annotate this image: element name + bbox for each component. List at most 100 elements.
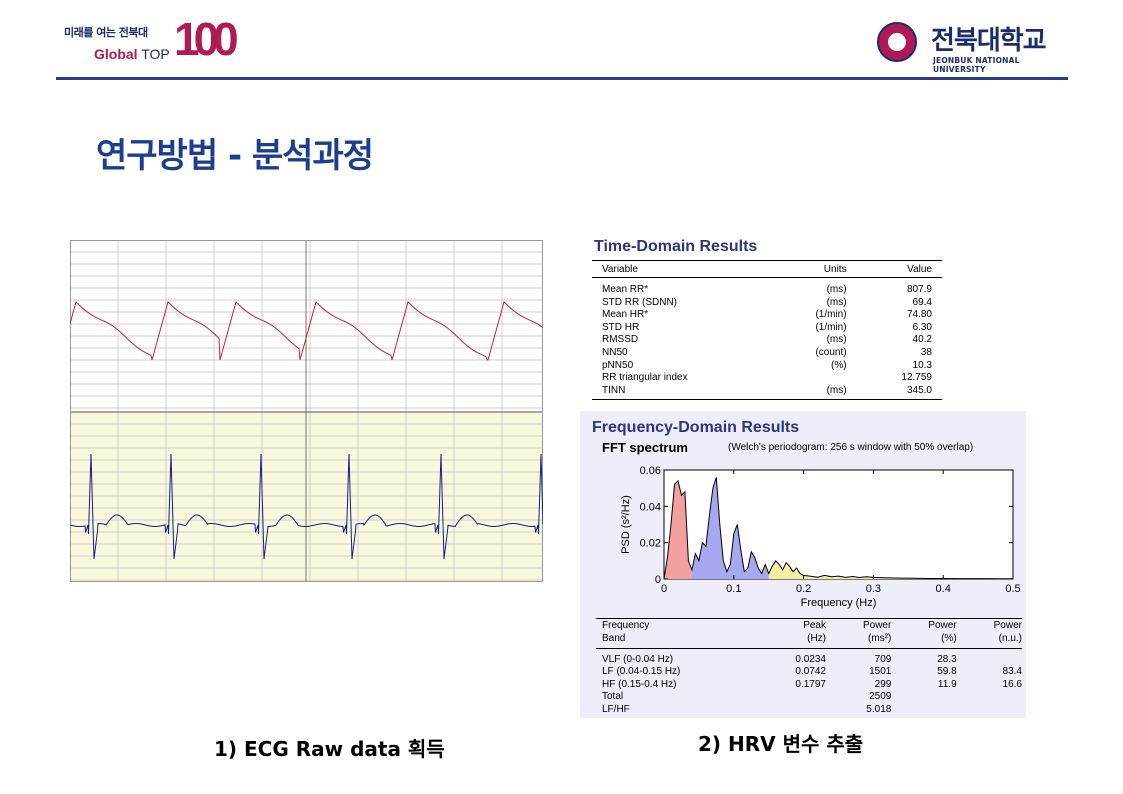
fd-col-power-nu: Power <box>956 618 1022 633</box>
fd-cell-power-nu: 16.6 <box>1002 678 1022 690</box>
time-domain-title: Time-Domain Results <box>594 238 758 255</box>
fd-col-power-pct: Power <box>891 618 957 633</box>
fd-col-band: Band <box>596 632 757 649</box>
td-cell-variable: Mean RR* <box>602 284 649 295</box>
frequency-domain-row: HF (0.15-0.4 Hz) 0.1797 299 11.9 16.6 <box>596 679 1022 691</box>
fd-cell-band: Total <box>602 691 624 703</box>
fd-header-row-2: Band (Hz) (ms²) (%) (n.u.) <box>596 632 1022 649</box>
td-cell-units: (1/min) <box>815 321 847 333</box>
time-domain-row: STD HR (1/min) 6.30 <box>592 322 942 335</box>
fd-cell-peak: 0.0742 <box>795 666 826 678</box>
time-domain-row: NN50 (count) 38 <box>592 347 942 360</box>
y-tick-label: 0.02 <box>640 538 661 550</box>
col-value: Value <box>856 260 942 278</box>
welch-note: (Welch's periodogram: 256 s window with … <box>728 442 974 453</box>
time-domain-row: Mean HR* (1/min) 74.80 <box>592 309 942 322</box>
ecg-signal-ecg <box>70 453 543 560</box>
band-vlf-area <box>664 480 692 579</box>
td-cell-units: (ms) <box>826 334 847 346</box>
ecg-border <box>70 240 543 582</box>
col-variable: Variable <box>592 260 771 278</box>
fd-cell-peak <box>756 691 826 703</box>
fd-cell-band: LF/HF <box>602 703 630 715</box>
university-name-en: JEONBUK NATIONAL UNIVERSITY <box>933 56 1020 74</box>
ecg-signal-pulse <box>70 301 543 361</box>
fd-cell-power-pct <box>891 691 956 703</box>
fd-cell-power-pct <box>891 704 956 716</box>
university-seal-icon <box>877 22 917 62</box>
logo-slogan: 미래를 여는 전북대 <box>64 26 148 39</box>
time-domain-row: STD RR (SDNN) (ms) 69.4 <box>592 297 942 310</box>
fd-header-row-1: Frequency Peak Power Power Power <box>596 618 1022 633</box>
fd-cell-power-nu <box>957 691 1022 703</box>
td-cell-units <box>770 372 856 385</box>
x-tick-label: 0.1 <box>726 583 741 595</box>
x-tick-label: 0.4 <box>936 583 951 595</box>
fd-cell-power-pct: 59.8 <box>937 666 957 678</box>
band-hf-area <box>768 560 944 579</box>
fd-cell-peak: 0.0234 <box>795 654 826 665</box>
time-domain-row: pNN50 (%) 10.3 <box>592 360 942 373</box>
td-cell-value: 10.3 <box>912 359 932 371</box>
td-cell-units: (%) <box>831 359 847 371</box>
td-cell-value: 6.30 <box>912 321 932 333</box>
td-cell-variable: RMSSD <box>602 334 639 346</box>
frequency-domain-row: LF (0.04-0.15 Hz) 0.0742 1501 59.8 83.4 <box>596 666 1022 678</box>
td-cell-variable: RR triangular index <box>602 372 688 384</box>
td-cell-value: 40.2 <box>912 334 932 346</box>
td-cell-units: (ms) <box>826 284 847 295</box>
fd-col-frequency: Frequency <box>596 618 757 633</box>
y-tick-label: 0.04 <box>640 501 661 513</box>
caption-hrv-variables: 2) HRV 변수 추출 <box>698 732 864 756</box>
td-cell-value: 69.4 <box>912 296 932 308</box>
logo-global-top: Global TOP <box>94 46 170 62</box>
y-tick-label: 0.06 <box>640 465 661 477</box>
y-axis-label: PSD (s²/Hz) <box>620 495 632 554</box>
page-title: 연구방법 - 분석과정 <box>96 136 374 176</box>
td-cell-value: 807.9 <box>906 284 932 295</box>
frequency-domain-title: Frequency-Domain Results <box>592 419 800 436</box>
fd-cell-peak <box>756 704 826 716</box>
frequency-domain-row: Total 2509 <box>596 691 1022 703</box>
fd-cell-power-ms2: 5.018 <box>866 703 892 715</box>
x-axis-label: Frequency (Hz) <box>801 597 877 609</box>
fd-cell-power-ms2: 299 <box>874 678 892 690</box>
x-tick-label: 0.3 <box>866 583 881 595</box>
td-cell-units: (ms) <box>826 296 847 308</box>
logo-number: 100 <box>174 13 239 65</box>
x-tick-label: 0.5 <box>1005 583 1020 595</box>
fft-spectrum-label: FFT spectrum <box>602 440 688 455</box>
td-cell-value: 12.759 <box>901 372 932 384</box>
time-domain-results: Time-Domain Results Variable Units Value… <box>592 238 944 401</box>
fd-col-power-ms2-unit: (ms²) <box>826 632 892 649</box>
frequency-domain-results: Frequency-Domain Results FFT spectrum (W… <box>580 411 1026 718</box>
td-cell-units: (ms) <box>770 384 857 401</box>
fd-cell-band: HF (0.15-0.4 Hz) <box>602 678 677 690</box>
fd-cell-power-nu <box>957 649 1022 667</box>
time-domain-row: RR triangular index 12.759 <box>592 372 942 385</box>
fd-cell-power-pct: 28.3 <box>937 654 957 665</box>
td-cell-units: (1/min) <box>815 309 847 321</box>
fd-cell-band: LF (0.04-0.15 Hz) <box>602 666 681 678</box>
fd-col-peak-unit: (Hz) <box>756 632 826 649</box>
time-domain-row: TINN (ms) 345.0 <box>592 384 942 401</box>
td-cell-value: 74.80 <box>906 309 932 321</box>
td-cell-variable: Mean HR* <box>602 309 649 321</box>
global-top-100-logo: 미래를 여는 전북대 Global TOP 100 <box>56 16 256 66</box>
logo-top-word: TOP <box>141 46 170 62</box>
td-cell-variable: STD RR (SDNN) <box>602 296 677 308</box>
fd-col-power-nu-unit: (n.u.) <box>956 632 1022 649</box>
time-domain-header-row: Variable Units Value <box>592 260 942 278</box>
fd-cell-power-pct: 11.9 <box>937 678 957 690</box>
fd-cell-power-nu: 83.4 <box>1002 666 1022 678</box>
psd-chart: 0 0.1 0.2 0.3 0.4 0.5 0 0.02 0.04 0.06 Frequency (… <box>620 465 1021 609</box>
td-cell-value: 345.0 <box>856 384 942 401</box>
td-cell-units: (count) <box>815 346 847 358</box>
fd-cell-peak: 0.1797 <box>795 678 826 690</box>
logo-global-word: Global <box>94 46 138 62</box>
caption-ecg-raw-data: 1) ECG Raw data 획득 <box>214 737 445 761</box>
td-cell-variable: NN50 <box>602 346 628 358</box>
fd-col-power-ms2: Power <box>826 618 892 633</box>
fd-cell-band: VLF (0-0.04 Hz) <box>602 654 674 665</box>
fd-cell-power-ms2: 709 <box>874 654 892 665</box>
